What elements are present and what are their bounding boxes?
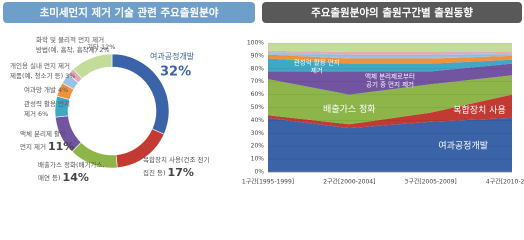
- y-tick-label: 70%: [251, 78, 265, 85]
- y-tick-label: 30%: [251, 130, 265, 137]
- x-tick-label: 1구간[1995-1999]: [242, 178, 294, 186]
- segment-label: 여과공정개발: [150, 51, 195, 61]
- segment-value-label: 14%: [63, 171, 89, 184]
- segment-label: 액체 분리제 활용: [20, 129, 66, 138]
- segment-label-text: 기타: [87, 42, 99, 51]
- segment-label-text: 배출가스 정화(배기가스,: [38, 160, 104, 169]
- segment-value-label: 6%: [38, 110, 48, 118]
- segment-label-text: 방법(예, 흡착, 흡착제): [36, 45, 97, 54]
- right-header: [262, 2, 522, 23]
- y-tick-label: 0%: [254, 169, 264, 176]
- segment-label-text: 화학 및 물리적 먼지 제거: [36, 35, 104, 44]
- area: [268, 43, 512, 53]
- segment-label: 매연 등) 14%: [38, 171, 89, 184]
- segment-label: 방법(예, 흡착, 흡착제) 2%: [36, 45, 110, 54]
- segment-label-text: 여과공정개발: [150, 51, 195, 61]
- y-tick-label: 100%: [247, 40, 264, 47]
- segment-label: 집진 등) 17%: [143, 166, 194, 179]
- y-tick-label: 20%: [251, 143, 265, 150]
- segment-label-text: 개인용 실내 먼지 제거: [10, 61, 70, 70]
- y-tick-label: 40%: [251, 117, 265, 124]
- segment-value-label: 17%: [168, 166, 194, 179]
- segment-label: 먼지 제거 11%: [20, 140, 74, 153]
- segment-label: 개인용 실내 먼지 제거: [10, 61, 70, 70]
- y-tick-label: 10%: [251, 156, 265, 163]
- y-tick-label: 80%: [251, 65, 265, 72]
- area: [268, 94, 512, 129]
- segment-value-label: 4%: [58, 86, 68, 94]
- area: [268, 117, 512, 172]
- area-label: 배출가스 정화: [323, 104, 376, 115]
- y-tick-label: 60%: [251, 91, 265, 98]
- area-label: 액체 분리제로부터: [365, 71, 415, 80]
- area-label: 복합장치 사용: [453, 104, 506, 116]
- segment-label: 기타 12%: [87, 42, 115, 51]
- area-label: 여과공정개발: [438, 140, 488, 152]
- segment-label-text: 복합장치 사용(건조 전기: [143, 155, 209, 164]
- segment-label: 여과망 개발 4%: [24, 85, 68, 94]
- area-label: 공기 중 먼지 제거: [366, 79, 414, 88]
- area-label: 제거: [311, 65, 323, 74]
- segment-value-label: 3%: [65, 72, 75, 80]
- area: [268, 54, 512, 64]
- x-tick-label: 2구간[2000-2004]: [323, 178, 375, 186]
- segment-label: 제품(예, 청소기 등) 3%: [10, 71, 75, 80]
- y-tick-label: 90%: [251, 52, 265, 59]
- segment-label-text: 제품(예, 청소기 등): [10, 71, 63, 80]
- chart: 초미세먼지 제거 기술 관련 주요출원분야 주요출원분야의 출원구간별 출원동향…: [3, 2, 524, 186]
- segment-value-label: 32%: [160, 65, 191, 80]
- segment-label-text: 관성력 활용 먼지: [24, 99, 70, 108]
- area: [268, 52, 512, 59]
- segment-label-text: 먼지 제거: [20, 142, 46, 151]
- segment-label-text: 매연 등): [38, 174, 61, 182]
- area: [268, 75, 512, 125]
- segment-value-label: 11%: [48, 140, 74, 153]
- segment-value-label: 12%: [101, 43, 115, 51]
- segment-label: 제거 6%: [24, 109, 48, 118]
- segment-label: 배출가스 정화(배기가스,: [38, 160, 104, 169]
- area: [268, 50, 512, 55]
- segment-label: 복합장치 사용(건조 전기: [143, 155, 209, 164]
- donut-segment: [72, 53, 113, 80]
- segment-label: 화학 및 물리적 먼지 제거: [36, 35, 104, 44]
- segment-label-text: 여과망 개발: [24, 85, 56, 94]
- segment-label-text: 제거: [24, 109, 36, 118]
- y-tick-label: 50%: [251, 104, 265, 111]
- area: [268, 58, 512, 72]
- segment-label-text: 액체 분리제 활용: [20, 129, 66, 138]
- segment-label-text: 집진 등): [143, 168, 166, 177]
- segment-value-label: 2%: [99, 46, 109, 54]
- x-tick-label: 3구간[2005-2009]: [405, 178, 457, 186]
- left-header: [3, 2, 255, 23]
- left-title: 초미세먼지 제거 기술 관련 주요출원분야: [40, 6, 219, 19]
- x-tick-label: 4구간[2010-2014]: [486, 178, 524, 186]
- area-label: 관성력 활용 먼지: [294, 57, 340, 66]
- right-title: 주요출원분야의 출원구간별 출원동향: [311, 6, 473, 19]
- segment-label: 관성력 활용 먼지: [24, 99, 70, 108]
